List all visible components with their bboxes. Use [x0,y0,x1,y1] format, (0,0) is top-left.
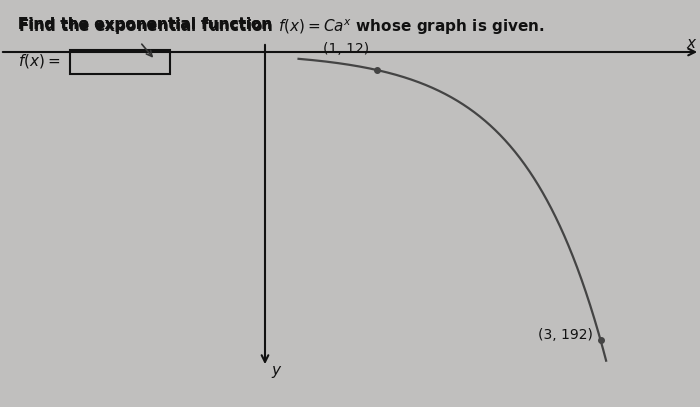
Text: x: x [686,37,695,52]
Text: Find the exponential function $\mathit{f}(\mathit{x})=C\mathit{a}^{\mathit{x}}$ : Find the exponential function $\mathit{f… [18,17,545,37]
Text: (1, 12): (1, 12) [323,42,369,56]
Text: (3, 192): (3, 192) [538,328,592,342]
Text: Find the exponential function: Find the exponential function [18,17,277,32]
Bar [70,50,170,74]
Text: Find the exponential function: Find the exponential function [18,17,277,32]
Text: y: y [271,363,280,378]
Text: $\mathit{f}(\mathit{x})=$: $\mathit{f}(\mathit{x})=$ [18,52,60,70]
